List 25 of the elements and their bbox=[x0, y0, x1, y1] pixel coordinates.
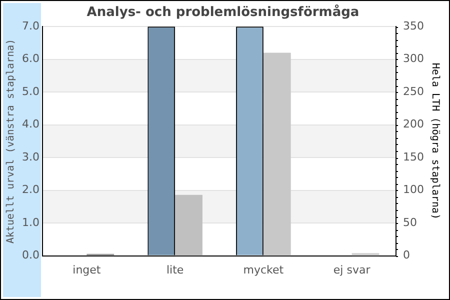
y-tick-label: 2.0 bbox=[22, 183, 40, 196]
y-tick-label: 3.0 bbox=[22, 150, 40, 164]
x-tick-label: inget bbox=[72, 263, 102, 276]
y-tick-label: 1.0 bbox=[22, 216, 40, 229]
bar bbox=[175, 194, 202, 256]
x-tick-label: mycket bbox=[243, 263, 284, 276]
y2-tick-label: 150 bbox=[403, 150, 424, 164]
y-tick-label: 6.0 bbox=[22, 52, 40, 66]
y2-tick-label: 300 bbox=[403, 52, 424, 66]
y-tick-label: 0.0 bbox=[22, 248, 40, 262]
y-axis-title: Aktuellt urval (vänstra staplarna) bbox=[6, 38, 17, 244]
y-tick-label: 5.0 bbox=[22, 84, 40, 98]
y-tick-label: 7.0 bbox=[22, 19, 40, 32]
x-tick-label: ej svar bbox=[333, 263, 371, 276]
y2-axis-title: Hela LTH (högra staplarna) bbox=[429, 62, 440, 220]
bar bbox=[352, 253, 380, 256]
y2-tick-label: 250 bbox=[403, 84, 424, 98]
y2-tick-label: 100 bbox=[403, 183, 424, 196]
chart-title: Analys- och problemlösningsförmåga bbox=[86, 4, 360, 20]
y2-tick-label: 200 bbox=[403, 118, 424, 131]
y-tick-label: 4.0 bbox=[22, 118, 40, 131]
x-tick-label: lite bbox=[166, 263, 184, 276]
y2-tick-label: 0 bbox=[403, 248, 410, 262]
y2-tick-label: 350 bbox=[403, 19, 424, 32]
y2-tick-label: 50 bbox=[403, 216, 418, 229]
